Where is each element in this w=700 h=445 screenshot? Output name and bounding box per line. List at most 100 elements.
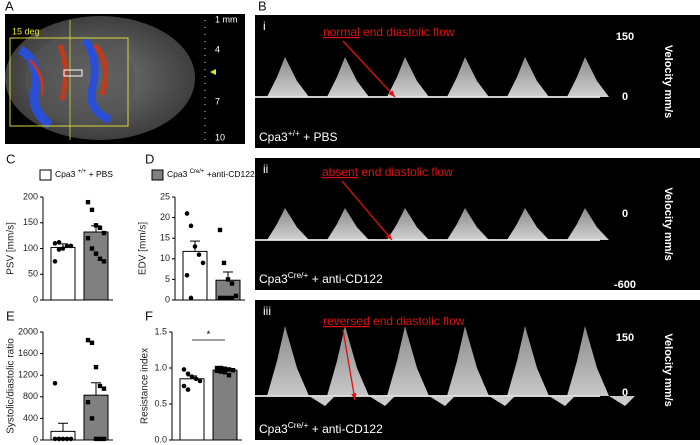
data-point bbox=[89, 340, 95, 345]
y-tick-label: 20 bbox=[160, 212, 170, 222]
significance-label: * bbox=[207, 330, 211, 341]
data-point bbox=[189, 374, 195, 379]
y-tick-label: 200 bbox=[23, 191, 38, 201]
ultrasound-tissue bbox=[25, 35, 135, 125]
data-point bbox=[85, 400, 91, 405]
data-point bbox=[192, 244, 198, 249]
data-point bbox=[226, 373, 232, 378]
y-tick-label: 2000 bbox=[18, 326, 38, 336]
velocity-tick: 150 bbox=[616, 332, 634, 344]
data-point bbox=[56, 240, 62, 245]
y-tick-label: 1600 bbox=[18, 348, 38, 358]
doppler-frame bbox=[255, 15, 700, 148]
data-point bbox=[225, 295, 231, 301]
label-base: Cpa3 bbox=[259, 130, 288, 144]
y-tick-label: 800 bbox=[23, 391, 38, 401]
annotation-rest: end diastolic flow bbox=[370, 314, 465, 328]
data-point bbox=[101, 436, 107, 442]
waveform bbox=[387, 57, 429, 97]
waveform bbox=[267, 208, 309, 240]
legend-swatch bbox=[39, 169, 52, 181]
waveform bbox=[567, 57, 609, 97]
depth-tick: 10 bbox=[215, 132, 225, 142]
data-point bbox=[101, 259, 107, 264]
y-tick-label: 15 bbox=[160, 233, 170, 243]
y-axis-label: Systolic/diastolic ratio bbox=[6, 338, 17, 434]
y-tick-label: 0.5 bbox=[154, 398, 167, 408]
data-point bbox=[222, 370, 228, 375]
annotation-rest: end diastolic flow bbox=[358, 165, 453, 179]
y-tick-label: 400 bbox=[23, 413, 38, 423]
doppler-color bbox=[17, 37, 112, 129]
data-point bbox=[181, 367, 187, 372]
waveform bbox=[267, 326, 335, 406]
gate bbox=[63, 69, 83, 77]
label-sup: Cre/+ bbox=[288, 270, 309, 280]
sub-label: ii bbox=[263, 162, 268, 176]
group-label: Cpa3Cre/+ + anti-CD122 bbox=[259, 420, 383, 436]
bar bbox=[50, 246, 76, 301]
velocity-tick: 0 bbox=[622, 91, 628, 103]
panel-label: C bbox=[6, 151, 15, 166]
annotation-key: absent bbox=[322, 165, 359, 179]
panel-label: A bbox=[5, 0, 14, 13]
data-point bbox=[52, 436, 58, 442]
label-rest: + anti-CD122 bbox=[308, 422, 383, 436]
data-point bbox=[85, 199, 91, 205]
bar bbox=[83, 231, 109, 301]
y-tick-label: 0 bbox=[165, 294, 170, 304]
annotation-key: reversed bbox=[323, 314, 370, 328]
y-tick-label: 50 bbox=[28, 269, 38, 279]
data-point bbox=[97, 256, 103, 261]
data-point bbox=[64, 243, 70, 249]
y-tick-label: 25 bbox=[160, 191, 170, 201]
waveform bbox=[447, 57, 489, 97]
data-point bbox=[225, 277, 231, 282]
data-point bbox=[184, 272, 190, 278]
data-point bbox=[89, 416, 95, 421]
data-point bbox=[218, 365, 224, 371]
arrow-head bbox=[385, 233, 392, 240]
waveform bbox=[507, 208, 549, 240]
velocity-tick: -600 bbox=[614, 279, 636, 291]
data-point bbox=[68, 243, 74, 249]
angle-label: 15 deg bbox=[12, 26, 40, 36]
arrow bbox=[342, 329, 356, 401]
annotation-rest: end diastolic flow bbox=[360, 25, 455, 39]
y-tick-label: 0 bbox=[33, 294, 38, 304]
data-point bbox=[56, 436, 62, 442]
label-sup: +/+ bbox=[288, 128, 300, 138]
data-point bbox=[221, 295, 227, 301]
panel-label: E bbox=[6, 308, 15, 323]
data-point bbox=[188, 223, 194, 229]
panel-label: B bbox=[258, 0, 267, 13]
panel-label: D bbox=[145, 151, 154, 166]
waveform bbox=[567, 208, 609, 240]
data-point bbox=[68, 436, 74, 442]
y-tick-label: 1200 bbox=[18, 370, 38, 380]
data-point bbox=[93, 364, 99, 370]
data-point bbox=[85, 236, 91, 241]
scale-unit: 1 mm bbox=[215, 14, 238, 24]
data-point bbox=[217, 227, 223, 233]
label-rest: + anti-CD122 bbox=[308, 272, 383, 286]
data-point bbox=[229, 281, 235, 286]
y-tick-label: 0 bbox=[33, 434, 38, 444]
data-point bbox=[222, 366, 228, 371]
waveform bbox=[327, 208, 369, 240]
data-point bbox=[56, 247, 62, 252]
data-point bbox=[185, 387, 191, 392]
data-point bbox=[97, 383, 103, 389]
panel-label: F bbox=[145, 308, 153, 323]
annotation: reversed end diastolic flow bbox=[323, 314, 465, 328]
y-tick-label: 1.0 bbox=[154, 362, 167, 372]
label-base: Cpa3 bbox=[259, 422, 288, 436]
group-label: Cpa3+/+ + PBS bbox=[259, 128, 337, 144]
label-rest: +anti-CD122 bbox=[204, 169, 255, 179]
flow-blue bbox=[81, 37, 112, 124]
label-rest: + PBS bbox=[300, 130, 338, 144]
data-point bbox=[64, 436, 70, 442]
data-point bbox=[193, 376, 199, 382]
